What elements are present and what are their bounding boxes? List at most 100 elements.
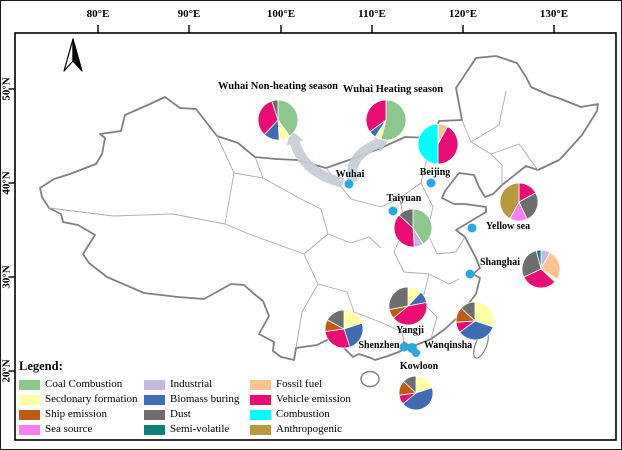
legend-item-coal-combustion: Coal Combustion (19, 377, 144, 392)
pie-slice-yangji-dust (388, 286, 409, 311)
legend-label: Anthropogenic (276, 423, 342, 435)
lon-label-90°E: 90°E (177, 8, 201, 20)
pie-wuhai-non-heating (257, 99, 299, 141)
pie-shenzhen (324, 309, 364, 349)
legend-item-combustion: Combustion (250, 407, 351, 422)
legend-item-industrial: Industrial (144, 377, 250, 392)
city-dot-4 (465, 269, 475, 279)
legend-label: Semi-volatile (170, 423, 230, 435)
pie-slice-yellow-sea-dust (518, 192, 539, 220)
legend-swatch-industrial (144, 379, 165, 390)
lon-label-110°E: 110°E (358, 8, 386, 20)
city-dot-7 (412, 349, 420, 357)
pie-charts-layer (257, 99, 561, 411)
lat-label-20°N: 20°N (0, 359, 13, 383)
pie-title-wuhai-heating-season: Wuhai Heating season (342, 83, 444, 95)
lon-label-80°E: 80°E (86, 8, 110, 20)
city-label-yellow-sea: Yellow sea (485, 221, 531, 232)
pie-slice-shenzhen-biomass-buring (343, 322, 364, 348)
pie-slice-yangji-vehicle-emission (392, 301, 428, 326)
legend-item-semi-volatile: Semi-volatile (144, 422, 250, 437)
legend-label: Secdonary formation (45, 393, 138, 405)
city-dot-0 (344, 179, 354, 189)
city-dot-5 (399, 342, 409, 352)
legend-item-fossil-fuel: Fossil fuel (250, 377, 351, 392)
legend-swatch-biomass-buring (144, 394, 165, 405)
pie-slice-shanghai-fossil-fuel (540, 251, 561, 280)
pie-slice-wuhai-non-heating-coal-combustion (277, 99, 299, 137)
pie-slice-kowloon-dust (403, 375, 417, 394)
lat-label-30°N: 30°N (0, 265, 13, 289)
pie-slice-taiyuan-vehicle-emission (393, 214, 415, 248)
legend-label: Dust (170, 408, 191, 420)
legend-swatch-semi-volatile (144, 424, 165, 435)
legend-label: Fossil fuel (276, 378, 323, 390)
pie-slice-kowloon-biomass-buring (402, 387, 434, 411)
legend-item-anthropogenic: Anthropogenic (250, 422, 351, 437)
pie-slice-wanqinsha-biomass-buring (459, 320, 494, 341)
legend-label: Biomass buring (170, 393, 240, 405)
lon-label-100°E: 100°E (266, 8, 296, 20)
pie-slice-taiyuan-dust (398, 208, 414, 229)
city-dot-3 (467, 223, 477, 233)
pie-yangji (388, 286, 428, 326)
city-dot-1 (426, 178, 436, 188)
pie-slice-wuhai-heating-coal-combustion (380, 99, 407, 141)
legend-label: Coal Combustion (45, 378, 123, 390)
legend-item-sea-source: Sea source (19, 422, 144, 437)
pie-slice-beijing-combustion (417, 123, 439, 165)
city-label-shenzhen: Shenzhen (358, 340, 400, 351)
city-dots-layer (344, 178, 477, 357)
north-arrow-icon (63, 38, 83, 72)
city-label-yangji: Yangji (396, 325, 424, 336)
legend-item-vehicle-emission: Vehicle emission (250, 392, 351, 407)
legend-item-biomass-buring: Biomass buring (144, 392, 250, 407)
pie-wanqinsha (455, 301, 495, 341)
pie-slice-beijing-vehicle-emission (437, 125, 459, 165)
legend-item-secdonary-formation: Secdonary formation (19, 392, 144, 407)
legend-swatch-combustion (250, 409, 271, 420)
city-label-taiyuan: Taiyuan (386, 193, 422, 204)
city-label-wanqinsha: Wanqinsha (423, 340, 473, 351)
legend-label: Sea source (45, 423, 93, 435)
legend-swatch-sea-source (19, 424, 40, 435)
pie-shanghai (521, 249, 561, 289)
pie-wuhai-heating (365, 99, 407, 141)
hainan-island (360, 370, 380, 388)
city-label-beijing: Beijing (419, 167, 451, 178)
pie-beijing (417, 123, 459, 165)
legend-swatch-coal-combustion (19, 379, 40, 390)
legend-swatch-fossil-fuel (250, 379, 271, 390)
pie-slice-wuhai-non-heating-vehicle-emission (257, 100, 279, 136)
city-label-wuhai: Wuhai (335, 169, 365, 180)
pie-slice-wuhai-non-heating-dust (271, 99, 279, 121)
pie-kowloon (398, 375, 434, 411)
lat-label-50°N: 50°N (0, 77, 13, 101)
legend: Legend: Coal Combustion Secdonary formati… (19, 359, 351, 437)
legend-swatch-vehicle-emission (250, 394, 271, 405)
pie-yellow-sea (499, 182, 539, 222)
pie-slice-shanghai-semi-volatile (535, 249, 542, 270)
lat-label-40°N: 40°N (0, 171, 13, 195)
city-dot-2 (388, 206, 398, 216)
legend-swatch-ship-emission (19, 409, 40, 420)
pie-slice-shanghai-dust (521, 250, 542, 278)
pie-slice-wanqinsha-dust (460, 301, 476, 322)
pie-title-wuhai-non-heating-season: Wuhai Non-heating season (217, 80, 339, 92)
legend-label: Combustion (276, 408, 330, 420)
legend-item-ship-emission: Ship emission (19, 407, 144, 422)
legend-swatch-dust (144, 409, 165, 420)
pie-taiyuan (393, 208, 433, 248)
legend-item-dust: Dust (144, 407, 250, 422)
pie-slice-wanqinsha-secdonary-formation (474, 301, 495, 328)
legend-grid: Coal Combustion Secdonary formation Ship e… (19, 377, 351, 437)
legend-label: Vehicle emission (276, 393, 351, 405)
legend-swatch-secdonary-formation (19, 394, 40, 405)
axis-ticks-layer (8, 25, 555, 372)
pie-slice-shenzhen-dust (326, 309, 345, 330)
legend-label: Ship emission (45, 408, 108, 420)
city-label-shanghai: Shanghai (479, 257, 521, 268)
pie-slice-wuhai-heating-vehicle-emission (365, 99, 387, 133)
